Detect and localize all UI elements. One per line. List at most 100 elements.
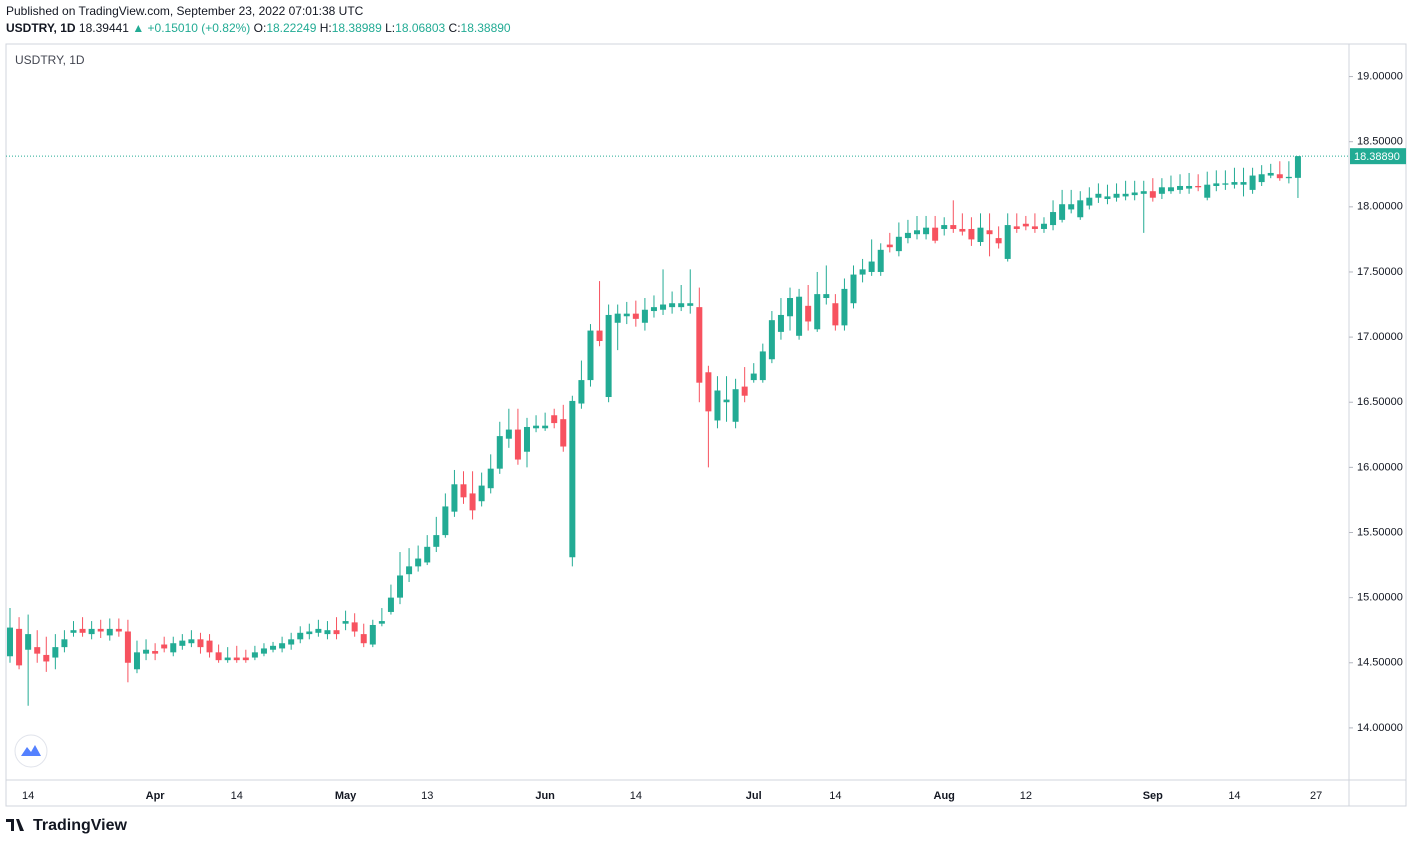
candle-body	[478, 485, 485, 502]
y-tick-label: 19.00000	[1357, 70, 1403, 82]
candle-body	[523, 426, 530, 452]
candle-body	[451, 484, 458, 512]
ohlc-label: O:	[254, 21, 267, 35]
candle-body	[1077, 200, 1084, 218]
candle-body	[777, 314, 784, 332]
candle-body	[805, 305, 812, 322]
candle-body	[61, 639, 68, 648]
candle-body	[614, 313, 621, 323]
ohlc-value: 18.38989	[332, 21, 382, 35]
candle-body	[1122, 193, 1129, 197]
candle-body	[1222, 183, 1229, 185]
candle-body	[1095, 193, 1102, 198]
x-tick-label: 14	[22, 790, 34, 802]
candle-body	[161, 644, 168, 649]
candle-body	[1186, 185, 1193, 189]
candles	[7, 156, 1301, 706]
candle-body	[1050, 212, 1057, 226]
candle-body	[650, 307, 657, 312]
candle-body	[360, 634, 367, 644]
candle-body	[25, 634, 32, 650]
candle-body	[1158, 187, 1165, 194]
footer-brand: TradingView	[33, 817, 128, 834]
candle-body	[369, 624, 376, 645]
candle-body	[596, 330, 603, 342]
candle-body	[224, 657, 231, 661]
candle-body	[995, 238, 1002, 244]
candle-body	[460, 484, 467, 498]
candle-body	[641, 309, 648, 323]
candle-body	[70, 630, 77, 633]
candle-body	[115, 628, 122, 632]
candle-body	[1031, 226, 1038, 229]
candle-body	[1267, 172, 1274, 176]
change: ▲ +0.15010 (+0.82%)	[132, 21, 250, 35]
symbol: USDTRY, 1D	[6, 21, 76, 35]
candle-body	[52, 647, 59, 658]
x-tick-label: Sep	[1143, 790, 1163, 802]
candle-body	[741, 386, 748, 396]
candle-body	[505, 429, 512, 439]
candle-body	[378, 621, 385, 624]
candle-body	[986, 230, 993, 235]
candle-body	[1294, 156, 1301, 178]
candle-body	[1068, 204, 1075, 210]
y-tick-label: 14.00000	[1357, 722, 1403, 734]
candle-body	[242, 657, 249, 661]
ohlc-label: C:	[449, 21, 461, 35]
candle-body	[941, 225, 948, 229]
candle-body	[496, 436, 503, 469]
candle-body	[1258, 174, 1265, 183]
candle-body	[696, 307, 703, 383]
candle-body	[197, 639, 204, 648]
candle-body	[251, 652, 258, 658]
candle-body	[469, 493, 476, 511]
candle-body	[750, 373, 757, 381]
price: 18.39441	[79, 21, 129, 35]
candle-body	[1231, 182, 1238, 185]
candle-body	[1195, 185, 1202, 188]
last-price-label: 18.38890	[1354, 151, 1400, 163]
x-tick-label: 14	[829, 790, 841, 802]
candle-body	[43, 654, 50, 662]
candle-body	[932, 227, 939, 241]
x-tick-label: May	[335, 790, 357, 802]
ohlc-label: H:	[320, 21, 332, 35]
y-tick-label: 16.50000	[1357, 396, 1403, 408]
candle-body	[133, 652, 140, 670]
candle-body	[170, 643, 177, 653]
candle-body	[270, 645, 277, 650]
candle-body	[342, 621, 349, 624]
y-tick-label: 18.50000	[1357, 136, 1403, 148]
candle-body	[759, 351, 766, 381]
candle-body	[542, 425, 549, 429]
candle-body	[206, 640, 213, 653]
candle-body	[832, 303, 839, 326]
candle-body	[632, 313, 639, 319]
x-tick-label: 14	[630, 790, 642, 802]
candle-body	[16, 628, 23, 666]
x-tick-label: Apr	[146, 790, 166, 802]
candle-body	[124, 631, 131, 663]
candle-body	[705, 372, 712, 412]
candle-body	[678, 303, 685, 308]
x-tick-label: 13	[421, 790, 433, 802]
candle-body	[796, 296, 803, 336]
ohlc-value: 18.38890	[461, 21, 511, 35]
candle-body	[850, 274, 857, 304]
y-tick-label: 17.00000	[1357, 331, 1403, 343]
candle-body	[814, 294, 821, 330]
candle-body	[551, 415, 558, 424]
candle-body	[487, 468, 494, 489]
candle-body	[397, 575, 404, 598]
candle-body	[923, 227, 930, 235]
candle-body	[433, 535, 440, 547]
candle-body	[88, 628, 95, 635]
candle-body	[1004, 225, 1011, 259]
last-price-badge	[1350, 148, 1406, 165]
candle-body	[215, 652, 222, 661]
candle-body	[1131, 192, 1138, 196]
candle-body	[768, 320, 775, 360]
candle-body	[1149, 191, 1156, 198]
